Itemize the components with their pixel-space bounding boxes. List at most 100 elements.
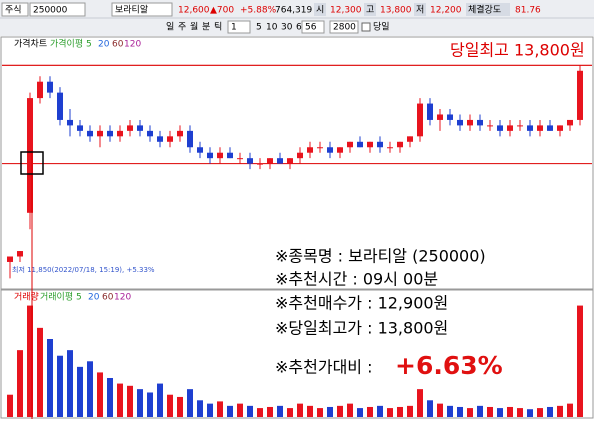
- volume-bar: [87, 361, 93, 417]
- candle-body: [337, 147, 343, 153]
- candle-body: [237, 158, 243, 160]
- info-line: ※종목명 : 보라티알 (250000): [275, 247, 486, 266]
- volume-bar: [577, 305, 583, 417]
- candle-body: [467, 119, 473, 126]
- volume-bar: [387, 408, 393, 417]
- volume-bar: [517, 408, 523, 417]
- candle-body: [297, 152, 303, 159]
- period[interactable]: 일: [166, 22, 174, 33]
- volume-bar: [337, 405, 343, 417]
- volume-bar: [547, 406, 553, 417]
- candle-body: [577, 70, 583, 120]
- unit-box[interactable]: [227, 20, 251, 34]
- ma-period: 60: [112, 40, 124, 50]
- price-panel: [0, 36, 594, 290]
- candle-body: [557, 125, 563, 131]
- volume-bar: [347, 403, 353, 417]
- price: 12,600: [178, 6, 210, 16]
- volume-bar: [427, 400, 433, 417]
- candle-body: [287, 158, 293, 164]
- volume-bar: [487, 406, 493, 417]
- volume-bar: [307, 405, 313, 417]
- candle-body: [397, 141, 403, 148]
- interval[interactable]: 5: [256, 23, 262, 33]
- volume-bar: [117, 383, 123, 417]
- period[interactable]: 주: [178, 22, 186, 33]
- code-input[interactable]: [29, 2, 86, 17]
- volume-bar: [147, 392, 153, 417]
- period[interactable]: 월: [190, 21, 198, 33]
- candle-body: [507, 125, 513, 131]
- volume-bar: [477, 405, 483, 417]
- volume-bar: [127, 385, 133, 417]
- candle-body: [367, 141, 373, 148]
- candle-body: [517, 125, 523, 127]
- count: 56: [305, 23, 317, 33]
- candle-body: [217, 152, 223, 159]
- volume-bar: [367, 406, 373, 417]
- stock-name: 보라티알: [115, 5, 148, 16]
- volume-ma-label: 거래이평 5: [40, 292, 82, 303]
- candle-body: [497, 125, 503, 131]
- open-label: 시: [316, 5, 324, 16]
- ma-period: 60: [102, 293, 114, 303]
- candle-body: [527, 125, 533, 131]
- candle-body: [7, 256, 13, 262]
- candle-body: [447, 114, 453, 120]
- candle-body: [137, 125, 143, 131]
- volume-bar: [17, 350, 23, 417]
- volume-bar: [457, 406, 463, 417]
- strength: 81.76: [515, 6, 541, 16]
- volume: 764,319: [275, 6, 312, 16]
- market-select[interactable]: [1, 2, 29, 17]
- open-tag: [314, 3, 326, 16]
- candle-body: [317, 147, 323, 149]
- volume-bar: [67, 350, 73, 417]
- candle-body: [417, 103, 423, 137]
- volume-bar: [207, 403, 213, 417]
- today: 당일: [373, 22, 390, 33]
- name-box: [111, 2, 173, 17]
- volume-bar: [357, 408, 363, 417]
- total-box[interactable]: [329, 20, 359, 34]
- high-label: 고: [366, 6, 374, 16]
- candle-body: [17, 251, 23, 257]
- candle-body: [227, 152, 233, 159]
- volume-bar: [297, 403, 303, 417]
- candle-body: [547, 125, 553, 131]
- candle-body: [427, 103, 433, 120]
- market: 주식: [5, 5, 22, 16]
- candle-body: [197, 147, 203, 153]
- volume-bar: [407, 405, 413, 417]
- today-check[interactable]: [361, 22, 371, 32]
- period[interactable]: 분: [202, 22, 210, 33]
- volume-bar: [227, 405, 233, 417]
- high-title: 당일최고 13,800원: [450, 41, 585, 60]
- volume-bar: [537, 408, 543, 417]
- candle-body: [157, 136, 163, 142]
- candle-body: [127, 125, 133, 131]
- volume-bar: [467, 408, 473, 417]
- period[interactable]: 틱: [214, 21, 222, 33]
- info-line: ※추천매수가 : 12,900원: [275, 294, 448, 313]
- volume-bar: [187, 389, 193, 417]
- candle-body: [407, 136, 413, 142]
- code: 250000: [33, 6, 68, 16]
- ma-period: 120: [124, 40, 141, 50]
- candle-body: [47, 81, 53, 93]
- volume-bar: [557, 405, 563, 417]
- interval[interactable]: 30: [281, 23, 293, 33]
- candle-body: [437, 114, 443, 120]
- change: ▲700: [210, 6, 234, 16]
- volume-bar: [327, 406, 333, 417]
- strength-tag: [466, 3, 510, 16]
- candle-body: [457, 119, 463, 126]
- interval[interactable]: 10: [266, 23, 278, 33]
- candle-body: [377, 141, 383, 148]
- ma-period: 20: [88, 293, 100, 303]
- candle-body: [357, 141, 363, 148]
- count-box[interactable]: [301, 20, 325, 34]
- info-line: ※당일최고가 : 13,800원: [275, 319, 448, 338]
- volume-bar: [437, 403, 443, 417]
